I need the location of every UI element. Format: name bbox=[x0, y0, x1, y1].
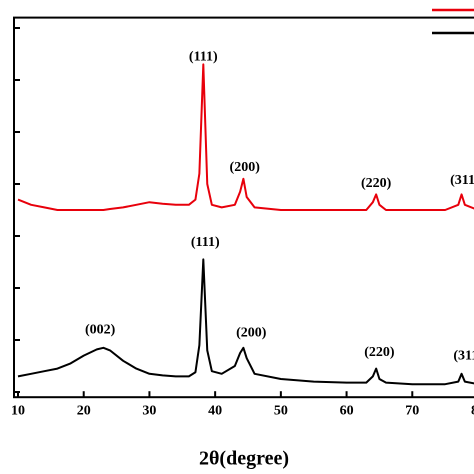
series-line bbox=[17, 258, 474, 386]
x-axis-label: 2θ(degree) bbox=[199, 448, 289, 470]
peak-label: (002) bbox=[85, 322, 116, 337]
x-tick-label: 20 bbox=[77, 403, 91, 418]
x-tick-label: 50 bbox=[274, 403, 288, 418]
x-tick-label: 60 bbox=[340, 403, 354, 418]
peak-label: (111) bbox=[189, 49, 218, 64]
x-tick-label: 30 bbox=[142, 403, 156, 418]
peak-label: (111) bbox=[191, 235, 220, 250]
x-tick-label: 40 bbox=[208, 403, 222, 418]
series-line bbox=[17, 63, 474, 211]
peak-label: (311) bbox=[453, 348, 474, 363]
peak-label: (200) bbox=[230, 160, 261, 175]
peak-label: (220) bbox=[364, 345, 395, 360]
x-tick-label: 10 bbox=[11, 403, 25, 418]
peak-label: (200) bbox=[236, 325, 267, 340]
x-tick-label: 70 bbox=[405, 403, 419, 418]
plot-frame bbox=[13, 16, 474, 399]
x-tick-label: 80 bbox=[471, 403, 474, 418]
peak-label: (220) bbox=[361, 176, 392, 191]
peak-label: (311) bbox=[450, 173, 474, 188]
